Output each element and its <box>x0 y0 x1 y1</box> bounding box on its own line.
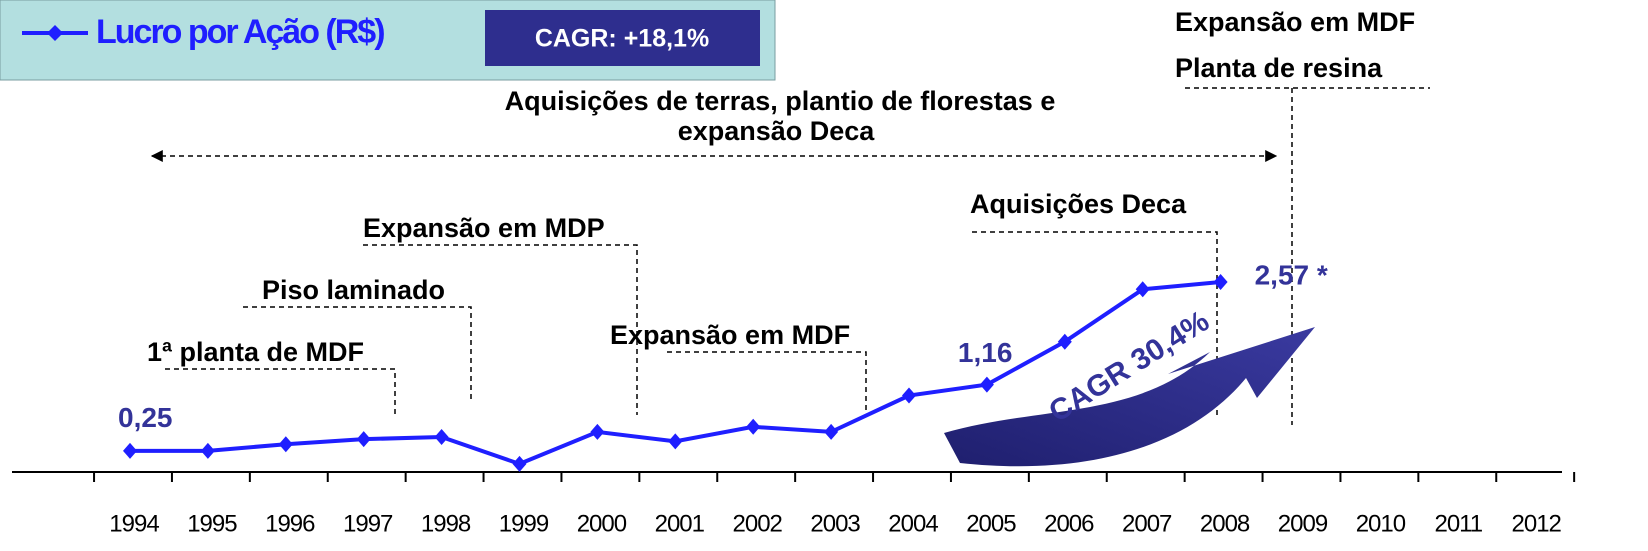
point <box>434 428 449 445</box>
annotation: Aquisições de terras, plantio de florest… <box>505 86 1056 116</box>
x-tick-label: 2012 <box>1512 510 1562 537</box>
value-label: 1,16 <box>958 337 1013 368</box>
x-tick-label: 2002 <box>733 510 783 537</box>
x-tick-label: 2005 <box>966 510 1016 537</box>
annotation: 1ª planta de MDF <box>147 337 364 367</box>
x-tick-label: 2011 <box>1434 510 1482 537</box>
point <box>512 455 527 472</box>
point <box>824 423 839 440</box>
value-label: 2,57 * <box>1255 259 1328 290</box>
x-tick-label: 2000 <box>577 510 627 537</box>
point <box>356 431 371 448</box>
x-tick-label: 1997 <box>343 510 393 537</box>
annotation-leader <box>667 351 867 415</box>
annotation: Expansão em MDP <box>363 213 605 243</box>
annotation: Expansão em MDF <box>1175 7 1415 37</box>
x-tick-label: 2006 <box>1044 510 1094 537</box>
annotation-leader <box>243 306 472 400</box>
x-tick-label: 2004 <box>888 510 938 537</box>
x-tick-label: 2008 <box>1200 510 1250 537</box>
legend-label: Lucro por Ação (R$) <box>96 13 384 51</box>
annotation: Aquisições Deca <box>970 189 1187 219</box>
point <box>668 433 683 450</box>
point <box>590 423 605 440</box>
point <box>278 436 293 453</box>
point <box>200 442 215 459</box>
annotation: expansão Deca <box>678 116 876 146</box>
annotation-leader <box>1185 87 1430 425</box>
x-tick-label: 2001 <box>655 510 705 537</box>
x-tick-label: 2003 <box>810 510 860 537</box>
x-tick-label: 1995 <box>187 510 237 537</box>
point <box>123 442 137 459</box>
point <box>902 387 916 404</box>
annotation: Planta de resina <box>1175 53 1383 83</box>
x-tick-label: 1994 <box>109 510 159 537</box>
x-tick-label: 2007 <box>1122 510 1172 537</box>
x-tick-label: 1999 <box>499 510 549 537</box>
annotation-leader <box>972 231 1218 415</box>
point <box>1135 281 1150 298</box>
cagr-arrow <box>944 327 1315 467</box>
value-label: 0,25 <box>118 402 173 433</box>
annotation-leader <box>363 244 638 415</box>
x-tick-label: 2009 <box>1278 510 1328 537</box>
annotation: Piso laminado <box>262 275 445 305</box>
cagr-box-label: CAGR: +18,1% <box>535 25 709 53</box>
point <box>746 418 761 435</box>
point <box>979 376 994 393</box>
annotation-leader <box>165 368 396 415</box>
cagr-box <box>485 10 760 66</box>
x-tick-label: 2010 <box>1356 510 1406 537</box>
x-tick-label: 1998 <box>421 510 471 537</box>
point <box>1213 274 1228 291</box>
annotation: Expansão em MDF <box>610 320 850 350</box>
point <box>1057 333 1072 350</box>
x-tick-label: 1996 <box>265 510 315 537</box>
legend-marker <box>47 25 63 41</box>
